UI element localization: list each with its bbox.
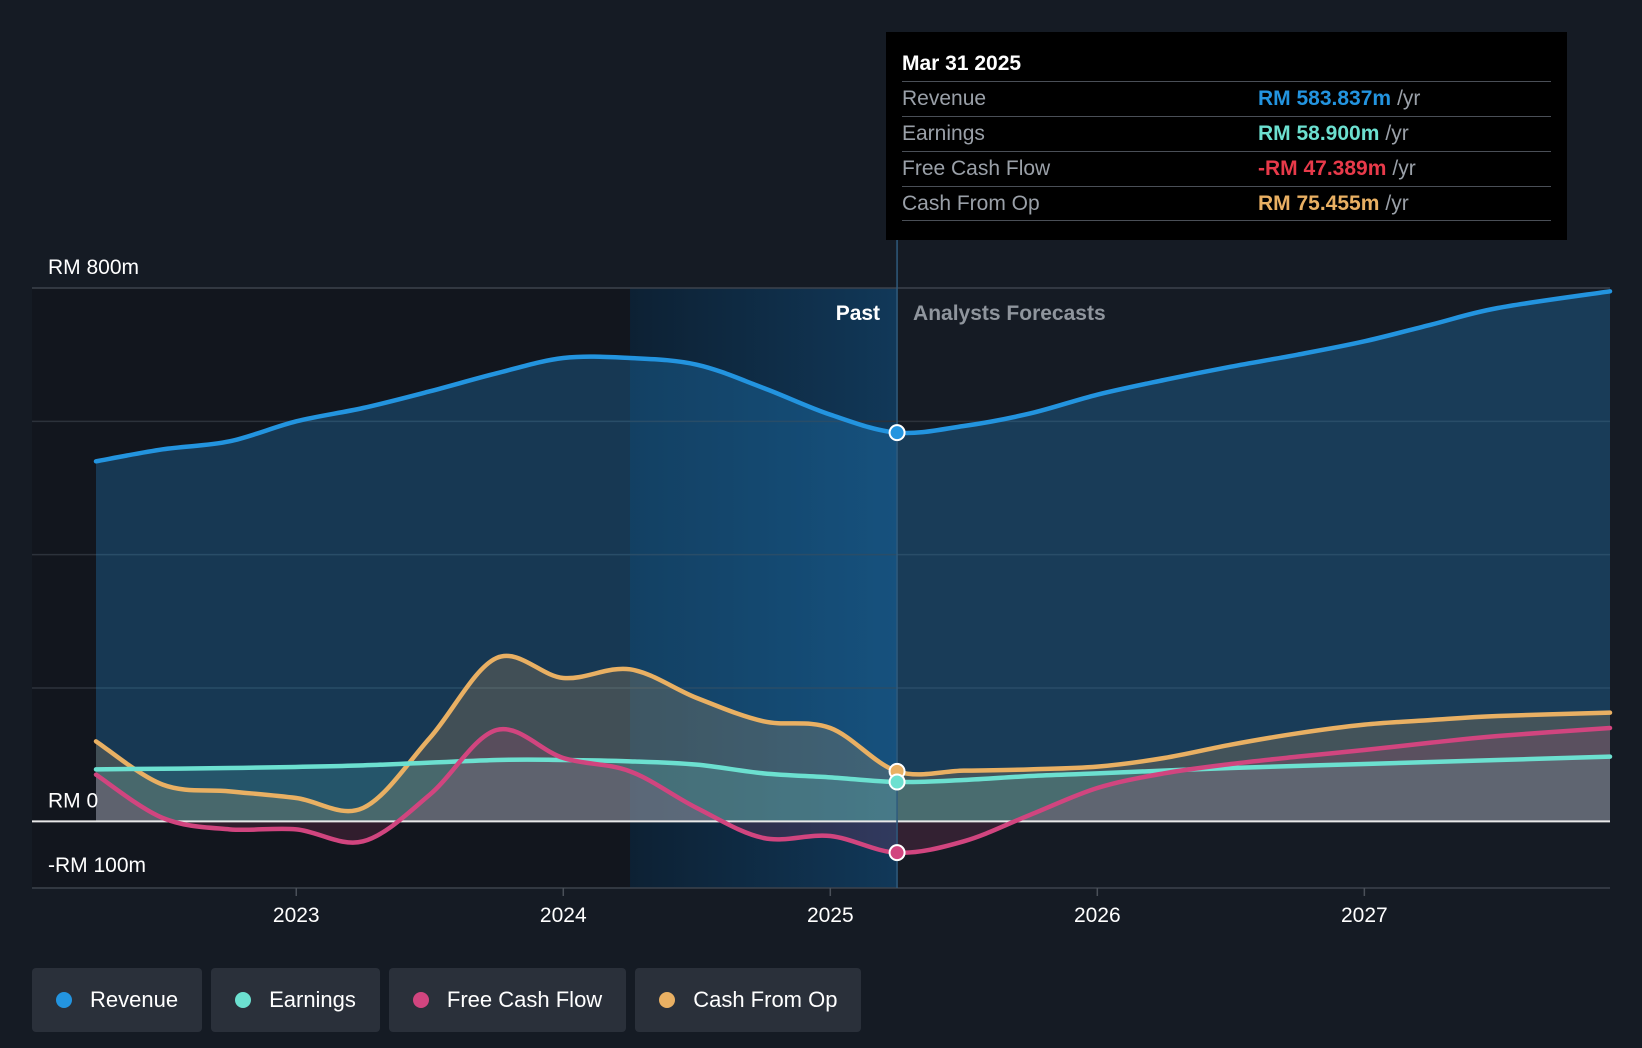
hover-markers	[888, 424, 906, 862]
tooltip-value: RM 75.455m	[1258, 192, 1380, 215]
legend-label: Earnings	[269, 987, 356, 1012]
marker-earnings	[888, 773, 906, 791]
marker-free-cash-flow	[888, 844, 906, 862]
legend-dot-icon	[56, 992, 72, 1008]
legend-label: Cash From Op	[693, 987, 838, 1012]
y-tick-label: RM 0	[48, 789, 98, 812]
y-tick-label: -RM 100m	[48, 854, 146, 877]
x-tick-label: 2025	[807, 904, 854, 927]
gridlines	[32, 287, 1610, 889]
legend-label: Revenue	[90, 987, 179, 1012]
series-areas	[96, 291, 1610, 853]
legend-item-earnings[interactable]: Earnings	[211, 968, 380, 1032]
y-axis-labels: RM 800m RM 0 -RM 100m	[48, 256, 146, 877]
tooltip-row-revenue: Revenue RM 583.837m /yr	[902, 81, 1551, 116]
x-tick-label: 2027	[1341, 904, 1388, 927]
tooltip-unit: /yr	[1385, 122, 1409, 145]
legend-item-revenue[interactable]: Revenue	[32, 968, 203, 1032]
legend-dot-icon	[235, 992, 252, 1008]
tooltip-row-cash-from-op: Cash From Op RM 75.455m /yr	[902, 186, 1551, 221]
tooltip-panel: Mar 31 2025 Revenue RM 583.837m /yr Earn…	[886, 32, 1567, 240]
tooltip-value: -RM 47.389m	[1258, 157, 1387, 180]
x-axis-labels: 2023 2024 2025 2026 2027	[273, 888, 1388, 927]
x-tick-label: 2024	[540, 904, 587, 927]
tooltip-row-earnings: Earnings RM 58.900m /yr	[902, 116, 1551, 151]
tooltip-unit: /yr	[1385, 192, 1409, 215]
line-revenue	[93, 289, 1613, 464]
series-lines	[93, 289, 1613, 855]
y-tick-label: RM 800m	[48, 256, 139, 279]
legend: Revenue Earnings Free Cash Flow Cash Fro…	[32, 968, 862, 1032]
tooltip-unit: /yr	[1392, 157, 1416, 180]
legend-item-cash-from-op[interactable]: Cash From Op	[635, 968, 862, 1032]
area-revenue	[96, 291, 1610, 822]
marker-revenue	[888, 424, 906, 442]
tooltip-value: RM 583.837m	[1258, 87, 1392, 110]
line-cash-from-op	[93, 653, 1613, 814]
tooltip-label: Revenue	[902, 87, 987, 110]
tooltip-row-free-cash-flow: Free Cash Flow -RM 47.389m /yr	[902, 151, 1551, 186]
tooltip-date: Mar 31 2025	[902, 52, 1022, 75]
legend-label: Free Cash Flow	[446, 987, 603, 1012]
past-label: Past	[836, 302, 880, 325]
forecast-label: Analysts Forecasts	[913, 302, 1106, 325]
area-cash-from-op	[96, 655, 1610, 822]
tooltip-label: Free Cash Flow	[902, 157, 1051, 180]
tooltip-label: Cash From Op	[902, 192, 1040, 215]
x-tick-label: 2023	[273, 904, 320, 927]
line-free-cash-flow	[93, 725, 1613, 855]
area-earnings	[96, 756, 1610, 822]
legend-dot-icon	[659, 992, 676, 1008]
tooltip-value: RM 58.900m	[1258, 122, 1380, 145]
tooltip-unit: /yr	[1397, 87, 1421, 110]
line-earnings	[93, 754, 1613, 785]
x-tick-label: 2026	[1074, 904, 1121, 927]
legend-item-free-cash-flow[interactable]: Free Cash Flow	[388, 968, 627, 1032]
legend-dot-icon	[412, 992, 429, 1008]
tooltip-label: Earnings	[902, 122, 985, 145]
